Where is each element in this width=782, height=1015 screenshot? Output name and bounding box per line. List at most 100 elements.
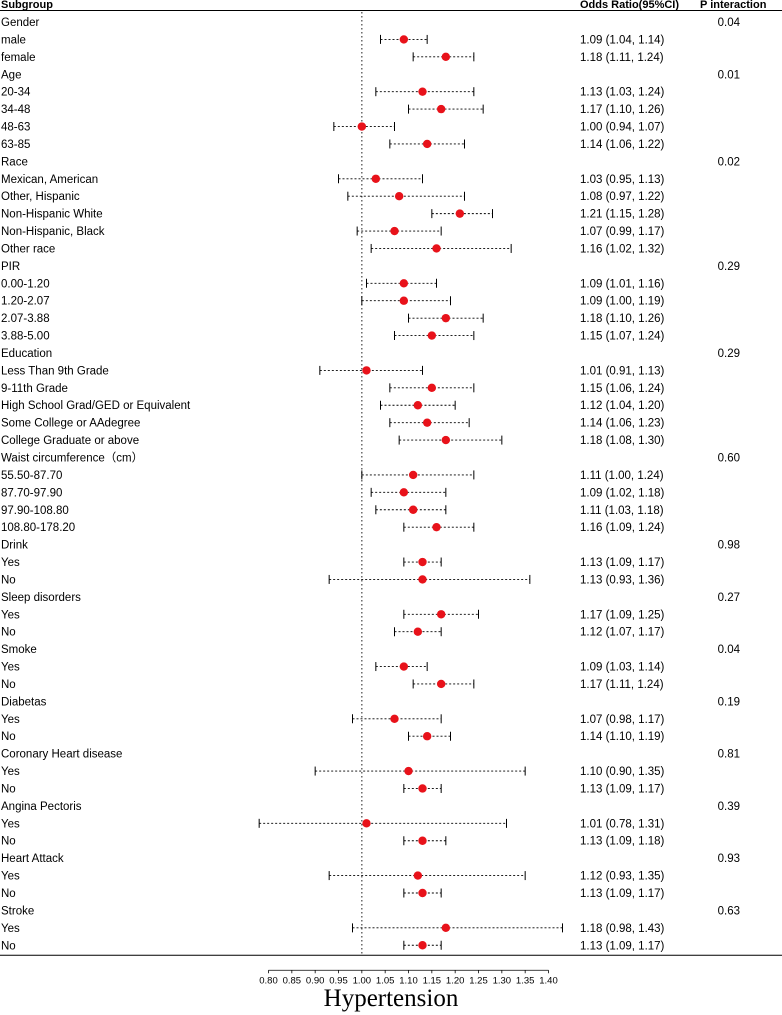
p-interaction-value: 0.04: [718, 17, 741, 29]
odds-ratio-point: [418, 941, 427, 950]
odds-ratio-text: 1.09 (1.01, 1.16): [580, 278, 665, 290]
subgroup-label: Yes: [1, 662, 20, 674]
odds-ratio-point: [441, 435, 451, 445]
odds-ratio-point: [390, 714, 399, 723]
odds-ratio-text: 1.16 (1.02, 1.32): [580, 243, 665, 255]
x-tick-label: 1.10: [399, 975, 418, 986]
odds-ratio-point: [418, 557, 427, 567]
odds-ratio-text: 1.01 (0.78, 1.31): [580, 818, 665, 830]
p-interaction-value: 0.63: [718, 905, 740, 917]
odds-ratio-point: [418, 836, 427, 845]
subgroup-header-label: Race: [1, 156, 28, 168]
subgroup-label: Non-Hispanic White: [1, 209, 103, 221]
odds-ratio-text: 1.15 (1.06, 1.24): [580, 383, 665, 395]
odds-ratio-text: 1.17 (1.09, 1.25): [580, 609, 665, 621]
odds-ratio-text: 1.03 (0.95, 1.13): [580, 174, 665, 186]
odds-ratio-point: [422, 139, 432, 149]
odds-ratio-text: 1.09 (1.03, 1.14): [580, 662, 665, 674]
odds-ratio-text: 1.13 (0.93, 1.36): [580, 574, 665, 586]
subgroup-label: 0.00-1.20: [1, 278, 50, 290]
odds-ratio-point: [399, 662, 409, 671]
odds-ratio-point: [422, 418, 432, 427]
odds-ratio-text: 1.12 (0.93, 1.35): [580, 871, 665, 883]
subgroup-label: 9-11th Grade: [1, 383, 68, 395]
odds-ratio-text: 1.18 (0.98, 1.43): [580, 923, 665, 935]
odds-ratio-point: [408, 505, 418, 514]
subgroup-header-label: PIR: [1, 261, 20, 273]
odds-ratio-text: 1.18 (1.11, 1.24): [580, 52, 664, 64]
odds-ratio-text: 1.14 (1.06, 1.23): [580, 418, 665, 430]
odds-ratio-point: [441, 313, 451, 323]
odds-ratio-text: 1.01 (0.91, 1.13): [580, 365, 665, 377]
x-tick-label: 0.90: [306, 975, 325, 986]
subgroup-label: 55.50-87.70: [1, 470, 62, 482]
subgroup-label: No: [1, 574, 16, 586]
subgroup-label: College Graduate or above: [1, 435, 139, 447]
odds-ratio-text: 1.08 (0.97, 1.22): [580, 191, 665, 203]
p-interaction-value: 0.27: [718, 592, 740, 604]
subgroup-label: Yes: [1, 818, 20, 830]
subgroup-header-label: Stroke: [1, 905, 34, 917]
odds-ratio-text: 1.18 (1.10, 1.26): [580, 313, 665, 325]
subgroup-label: 20-34: [1, 87, 31, 99]
odds-ratio-text: 1.14 (1.06, 1.22): [580, 139, 665, 151]
x-tick-label: 1.35: [516, 975, 535, 986]
subgroup-label: Some College or AAdegree: [1, 418, 140, 430]
odds-ratio-point: [418, 784, 427, 793]
subgroup-label: 1.20-2.07: [1, 296, 50, 308]
odds-ratio-point: [362, 819, 371, 828]
subgroup-label: 63-85: [1, 139, 30, 151]
odds-ratio-point: [404, 766, 413, 776]
p-interaction-value: 0.02: [718, 156, 740, 168]
odds-ratio-text: 1.09 (1.02, 1.18): [580, 487, 665, 499]
header-p-interaction: P interaction: [700, 0, 767, 11]
odds-ratio-point: [362, 366, 371, 375]
subgroup-header-label: Smoke: [1, 644, 37, 656]
p-interaction-value: 0.29: [718, 261, 740, 273]
p-interaction-value: 0.93: [718, 853, 740, 865]
odds-ratio-text: 1.09 (1.00, 1.19): [580, 296, 665, 308]
odds-ratio-text: 1.12 (1.04, 1.20): [580, 400, 665, 412]
subgroup-header-label: Drink: [1, 540, 28, 552]
p-interaction-value: 0.39: [718, 801, 740, 813]
subgroup-label: Yes: [1, 557, 20, 569]
odds-ratio-text: 1.07 (0.99, 1.17): [580, 226, 665, 238]
subgroup-label: Yes: [1, 871, 20, 883]
subgroup-header-label: Gender: [1, 17, 40, 29]
subgroup-label: female: [1, 52, 36, 64]
subgroup-label: Yes: [1, 609, 20, 621]
subgroup-label: 108.80-178.20: [1, 522, 75, 534]
odds-ratio-point: [408, 470, 418, 480]
odds-ratio-point: [371, 174, 381, 183]
odds-ratio-point: [436, 104, 446, 114]
rows-layer: Gender 0.04 male 1.09 (1.04, 1.14) female 1.1…: [1, 12, 741, 956]
p-interaction-value: 0.19: [718, 696, 740, 708]
odds-ratio-text: 1.15 (1.07, 1.24): [580, 331, 665, 343]
odds-ratio-point: [422, 732, 432, 741]
odds-ratio-point: [399, 296, 409, 305]
subgroup-label: Non-Hispanic, Black: [1, 226, 105, 238]
odds-ratio-text: 1.10 (0.90, 1.35): [580, 766, 665, 778]
odds-ratio-text: 1.07 (0.98, 1.17): [580, 714, 665, 726]
subgroup-label: Other, Hispanic: [1, 191, 80, 203]
p-interaction-value: 0.01: [718, 69, 740, 81]
subgroup-label: No: [1, 679, 16, 691]
odds-ratio-text: 1.18 (1.08, 1.30): [580, 435, 665, 447]
x-tick-label: 1.15: [423, 975, 442, 986]
subgroup-header-label: Heart Attack: [1, 853, 64, 865]
subgroup-label: No: [1, 783, 16, 795]
odds-ratio-point: [399, 35, 409, 44]
odds-ratio-text: 1.13 (1.03, 1.24): [580, 87, 665, 99]
odds-ratio-text: 1.12 (1.07, 1.17): [580, 627, 665, 639]
odds-ratio-text: 1.17 (1.10, 1.26): [580, 104, 665, 116]
subgroup-label: High School Grad/GED or Equivalent: [1, 400, 191, 412]
subgroup-header-label: Waist circumference（cm）: [1, 452, 143, 465]
subgroup-header-label: Education: [1, 348, 52, 360]
subgroup-label: 34-48: [1, 104, 30, 116]
subgroup-label: Mexican, American: [1, 174, 98, 186]
odds-ratio-text: 1.21 (1.15, 1.28): [580, 209, 665, 221]
odds-ratio-text: 1.14 (1.10, 1.19): [580, 731, 665, 743]
odds-ratio-point: [413, 871, 423, 880]
odds-ratio-point: [418, 888, 427, 898]
